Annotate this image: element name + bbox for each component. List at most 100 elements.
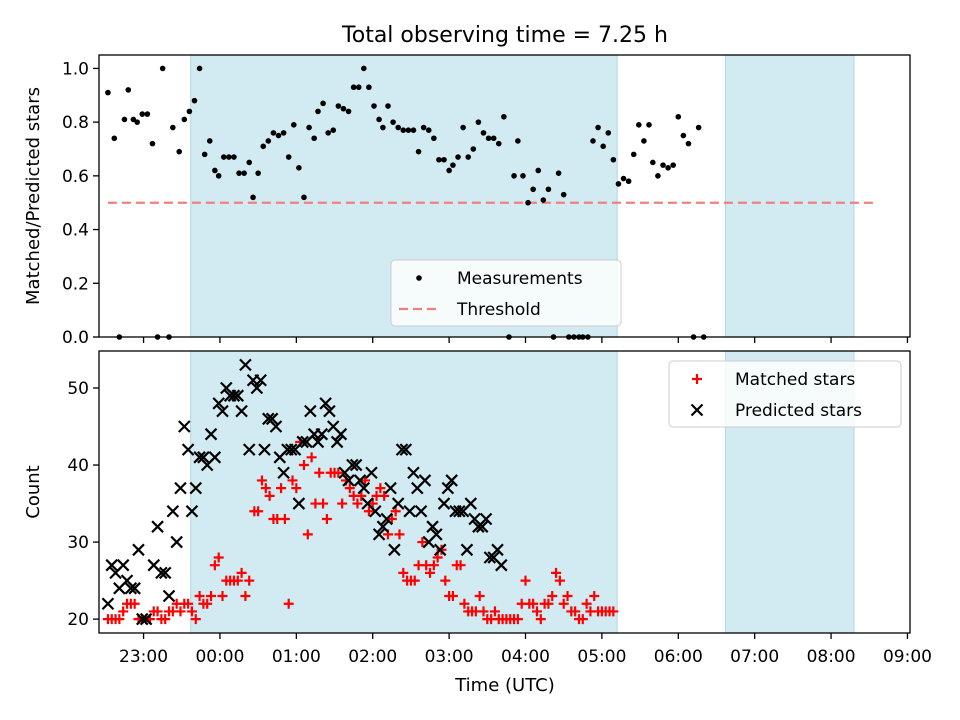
bottom-matched-stars-point <box>360 475 371 486</box>
top-measurements-point <box>545 186 552 193</box>
bottom-predicted-stars-point <box>388 543 401 557</box>
bottom-legend-marker-0 <box>692 374 702 384</box>
bottom-matched-stars-point <box>240 591 251 602</box>
bottom-predicted-stars-point <box>166 504 180 518</box>
bottom-matched-stars-point <box>394 529 405 540</box>
top-measurements-point <box>680 132 687 139</box>
top-measurements-point <box>441 156 447 163</box>
bottom-matched-stars-point <box>608 606 619 617</box>
bottom-predicted-stars-point <box>426 520 439 533</box>
bottom-predicted-stars-point <box>460 543 474 557</box>
bottom-matched-stars-point <box>344 483 355 494</box>
bottom-predicted-stars-point <box>151 520 164 533</box>
bottom-predicted-stars-point <box>372 528 386 541</box>
bottom-predicted-stars-point <box>162 589 176 603</box>
bottom-matched-stars-point <box>478 606 489 617</box>
bottom-predicted-stars-point <box>418 474 432 487</box>
bottom-predicted-stars-point <box>116 558 130 572</box>
bottom-matched-stars-point <box>118 606 129 617</box>
bottom-predicted-stars-point <box>265 412 279 426</box>
bottom-x-tick-label: 03:00 <box>425 647 474 667</box>
bottom-matched-stars-point <box>175 606 186 617</box>
bottom-predicted-stars-point <box>399 443 413 456</box>
bottom-predicted-stars-point <box>128 582 141 595</box>
top-measurements-point <box>311 135 317 142</box>
top-measurements-point <box>265 138 272 144</box>
bottom-matched-stars-point <box>236 567 247 578</box>
top-measurements-point <box>176 148 183 155</box>
bottom-matched-stars-point <box>283 598 294 609</box>
top-measurements-point <box>501 113 507 120</box>
bottom-predicted-stars-point <box>380 512 394 526</box>
top-measurements-point <box>371 103 377 109</box>
top-y-tick-label: 0.0 <box>62 328 89 348</box>
top-measurements-point <box>105 89 111 96</box>
top-measurements-point <box>511 173 517 179</box>
top-measurements-point <box>415 148 422 155</box>
bottom-predicted-stars-point <box>334 427 348 441</box>
bottom-matched-stars-point <box>447 591 458 602</box>
bottom-x-tick-label: 09:00 <box>883 647 932 667</box>
bottom-matched-stars-point <box>558 598 569 609</box>
bottom-matched-stars-point <box>554 575 565 586</box>
bottom-predicted-stars-point <box>292 497 306 510</box>
top-measurements-point <box>220 154 227 160</box>
bottom-matched-stars-point <box>432 552 443 563</box>
bottom-predicted-stars-point <box>395 443 409 456</box>
top-measurements-point <box>620 175 627 182</box>
top-measurements-point <box>301 194 307 201</box>
bottom-predicted-stars-point <box>189 481 203 495</box>
bottom-predicted-stars-point <box>284 443 298 456</box>
bottom-predicted-stars-point <box>277 466 290 480</box>
top-measurements-point <box>446 167 452 174</box>
bottom-x-tick-label: 01:00 <box>272 647 321 667</box>
bottom-matched-stars-point <box>114 614 125 625</box>
bottom-x-tick-label: 06:00 <box>654 647 703 667</box>
top-measurements-point <box>134 119 140 125</box>
bottom-matched-stars-point <box>425 567 436 578</box>
bottom-predicted-stars-point <box>315 427 329 441</box>
top-y-tick-label: 0.2 <box>62 274 89 294</box>
top-measurements-point <box>630 151 637 158</box>
chart-title: Total observing time = 7.25 h <box>341 23 668 48</box>
bottom-predicted-stars-point <box>170 535 183 549</box>
bottom-matched-stars-point <box>531 606 542 617</box>
top-measurements-point <box>460 124 466 131</box>
bottom-matched-stars-point <box>129 598 140 609</box>
bottom-matched-stars-point <box>386 513 397 524</box>
bottom-matched-stars-point <box>570 606 581 617</box>
bottom-predicted-stars-point <box>319 397 332 410</box>
bottom-matched-stars-point <box>417 537 428 548</box>
bottom-predicted-stars-point <box>368 504 382 518</box>
top-measurements-point <box>390 119 396 125</box>
bottom-predicted-stars-point <box>178 420 191 433</box>
bottom-matched-stars-point <box>244 575 255 586</box>
bottom-panel: 20 30 40 50 23:00 00:00 01:00 02:00 03:00 04:00 05… <box>67 350 932 667</box>
bottom-matched-stars-point <box>279 513 290 524</box>
bottom-matched-stars-point <box>291 483 302 494</box>
bottom-matched-stars-point <box>551 567 562 578</box>
top-measurements-point <box>605 130 612 136</box>
bottom-predicted-stars-point <box>136 612 149 626</box>
top-measurements-point <box>431 135 437 142</box>
bottom-matched-stars-point <box>321 513 332 524</box>
bottom-axes-frame <box>98 350 911 634</box>
bottom-matched-stars-point <box>459 598 470 609</box>
x-axis-label: Time (UTC) <box>454 675 555 696</box>
bottom-matched-stars-point <box>440 575 451 586</box>
bottom-predicted-stars-point <box>441 481 455 495</box>
bottom-x-tick-label: 08:00 <box>807 647 856 667</box>
bottom-x-tick-label: 02:00 <box>348 647 397 667</box>
bottom-predicted-stars-point <box>208 451 222 464</box>
top-measurements-point <box>376 116 382 123</box>
bottom-predicted-stars-point <box>158 566 172 580</box>
bottom-predicted-stars-point <box>407 466 420 480</box>
top-measurements-point <box>144 111 151 117</box>
top-measurements-point <box>420 124 427 131</box>
bottom-predicted-stars-point <box>132 543 145 557</box>
bottom-predicted-stars-point <box>235 404 248 418</box>
bottom-predicted-stars-point <box>204 427 218 441</box>
top-measurements-point <box>201 151 208 158</box>
top-measurements-point <box>206 138 213 144</box>
